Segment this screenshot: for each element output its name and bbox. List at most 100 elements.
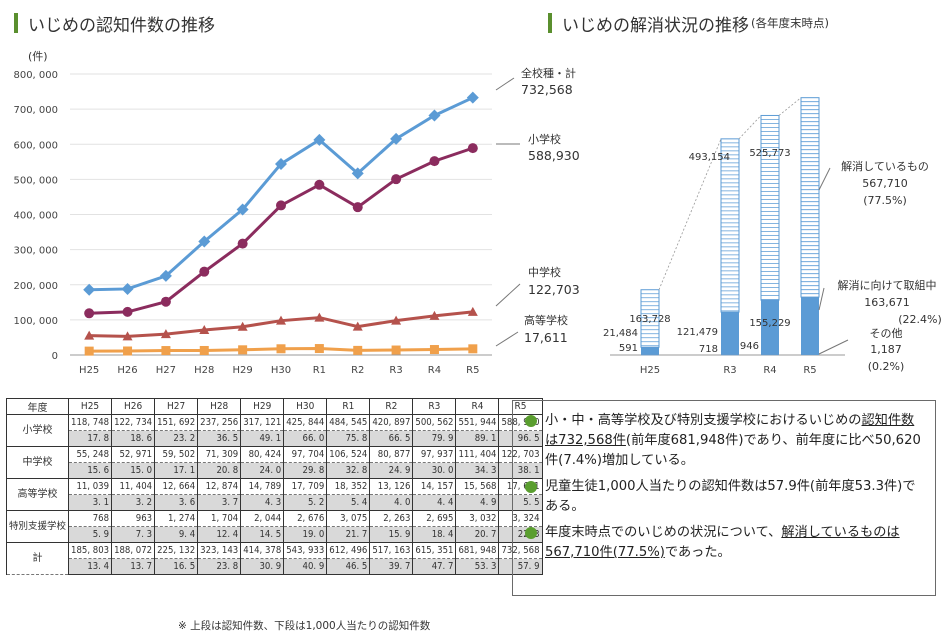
count-cell: 52, 971	[111, 446, 156, 463]
data-point	[391, 174, 402, 185]
table-row: 計 185, 803 188, 072 225, 132 323, 143 414, 37…	[5, 542, 543, 575]
data-point	[198, 235, 211, 248]
table-row: 5. 9 7. 3 9. 4 12. 4 14. 5 19. 0 21. 7 15. 9 18.…	[7, 526, 543, 543]
series-value-label: 17,611	[524, 330, 568, 345]
data-point	[161, 346, 171, 356]
summary-text: 年度末時点でのいじめの状況について、解消しているものは567,710件(77.5…	[545, 523, 927, 563]
connector-line	[778, 97, 802, 116]
legend-leader	[818, 287, 825, 311]
data-point	[429, 156, 440, 167]
count-cell: 11, 039	[68, 478, 113, 495]
rate-cell: 79. 9	[412, 430, 457, 447]
table-header-cell: H30	[283, 398, 328, 415]
rate-cell: 7. 3	[111, 526, 156, 543]
count-cell: 615, 351	[412, 542, 457, 559]
bar-segment	[801, 297, 819, 355]
x-tick-label: H26	[117, 365, 137, 376]
count-cell: 323, 143	[197, 542, 242, 559]
data-point	[123, 346, 133, 356]
rate-cell: 32. 8	[326, 462, 371, 479]
count-cell: 15, 568	[455, 478, 500, 495]
count-cell: 517, 163	[369, 542, 414, 559]
count-cell: 2, 695	[412, 510, 457, 527]
table-header-cell: H27	[154, 398, 199, 415]
y-tick-label: 600, 000	[13, 140, 58, 151]
summary-text: 小・中・高等学校及び特別支援学校におけるいじめの認知件数は732,568件(前年…	[545, 411, 927, 471]
summary-segment: (前年度681,948件)であり、前年度に比べ50,620件(7.4%)増加して…	[545, 433, 921, 468]
rate-cell: 16. 5	[154, 558, 199, 575]
data-point	[160, 296, 171, 307]
table-header-cell: H26	[111, 398, 156, 415]
summary-item: 年度末時点でのいじめの状況について、解消しているものは567,710件(77.5…	[525, 523, 927, 563]
count-cell: 237, 256	[197, 414, 242, 431]
count-cell: 55, 248	[68, 446, 113, 463]
series-name-label: 高等学校	[524, 313, 568, 327]
table-row: 15. 6 15. 0 17. 1 20. 8 24. 0 29. 8 32. 8 24. 9…	[7, 462, 543, 479]
rate-cell: 89. 1	[455, 430, 500, 447]
title-accent	[548, 13, 552, 33]
table-row: 小学校 118, 748 122, 734 151, 692 237, 256 317, …	[5, 414, 543, 447]
stats-table: 年度 H25 H26 H27 H28 H29 H30 R1 R2 R3 R4 R5 小学校 118, 74…	[5, 398, 543, 575]
count-cell: 425, 844	[283, 414, 328, 431]
rate-cell: 12. 4	[197, 526, 242, 543]
data-point	[429, 310, 440, 320]
count-cell: 185, 803	[68, 542, 113, 559]
x-tick-label: R1	[313, 365, 326, 376]
table-row: 中学校 55, 248 52, 971 59, 502 71, 309 80, 424 97…	[5, 446, 543, 479]
rate-cell: 66. 0	[283, 430, 328, 447]
right-chart-title: いじめの解消状況の推移 (各年度末時点)	[548, 12, 829, 36]
table-header-cell: H28	[197, 398, 242, 415]
count-cell: 17, 709	[283, 478, 328, 495]
data-point	[84, 308, 95, 319]
rate-cell: 47. 7	[412, 558, 457, 575]
table-header-row: 年度 H25 H26 H27 H28 H29 H30 R1 R2 R3 R4 R5	[5, 398, 543, 415]
table-row: 17. 8 18. 6 23. 2 36. 5 49. 1 66. 0 75. 8 66. 5…	[7, 430, 543, 447]
right-title-sub: (各年度末時点)	[751, 16, 829, 30]
count-cell: 11, 404	[111, 478, 156, 495]
rate-cell: 4. 9	[455, 494, 500, 511]
data-point	[276, 344, 286, 354]
rate-cell: 30. 9	[240, 558, 285, 575]
count-cell: 768	[68, 510, 113, 527]
rate-cell: 3. 6	[154, 494, 199, 511]
rate-cell: 20. 8	[197, 462, 242, 479]
series-value-label: 122,703	[528, 282, 580, 297]
count-cell: 1, 274	[154, 510, 199, 527]
connector-line	[738, 115, 762, 140]
bar-value-label: 525,773	[749, 148, 790, 159]
count-cell: 97, 704	[283, 446, 328, 463]
data-point	[159, 269, 172, 282]
data-point	[314, 344, 324, 354]
data-point	[468, 344, 478, 354]
table-category-cell: 小学校	[5, 414, 70, 447]
legend-name: 解消しているもの	[841, 159, 929, 173]
rate-cell: 5. 2	[283, 494, 328, 511]
rate-cell: 15. 0	[111, 462, 156, 479]
data-point	[467, 143, 478, 154]
count-cell: 12, 664	[154, 478, 199, 495]
data-point	[199, 266, 210, 277]
table-header-cell: R4	[455, 398, 500, 415]
rate-cell: 24. 9	[369, 462, 414, 479]
table-row: 13. 4 13. 7 16. 5 23. 8 30. 9 40. 9 46. 5 39. 7…	[7, 558, 543, 575]
bar-value-label: 493,154	[689, 152, 730, 163]
count-cell: 13, 126	[369, 478, 414, 495]
count-cell: 414, 378	[240, 542, 285, 559]
count-cell: 317, 121	[240, 414, 285, 431]
table-header-cell: R2	[369, 398, 414, 415]
summary-item: 小・中・高等学校及び特別支援学校におけるいじめの認知件数は732,568件(前年…	[525, 411, 927, 471]
data-point	[238, 345, 248, 355]
rate-cell: 24. 0	[240, 462, 285, 479]
bar-value-label: 718	[699, 344, 718, 355]
left-chart-title: いじめの認知件数の推移	[14, 12, 215, 36]
x-tick-label: R2	[351, 365, 364, 376]
summary-segment: 児童生徒1,000人当たりの認知件数は57.9件(前年度53.3件)である。	[545, 479, 916, 514]
count-cell: 2, 044	[240, 510, 285, 527]
data-point	[84, 330, 95, 340]
y-tick-label: 100, 000	[13, 316, 58, 327]
stacked-bar-chart: H25 R3 R4 R5 163,728 21,484 591 493,154 121,479 7…	[603, 97, 942, 376]
table-category-cell: 計	[5, 542, 70, 575]
line-chart: (件) 0 100, 000 200, 000 300, 000 400, 000 500,…	[13, 50, 580, 376]
series-value-label: 588,930	[528, 148, 580, 163]
data-point	[275, 157, 287, 170]
